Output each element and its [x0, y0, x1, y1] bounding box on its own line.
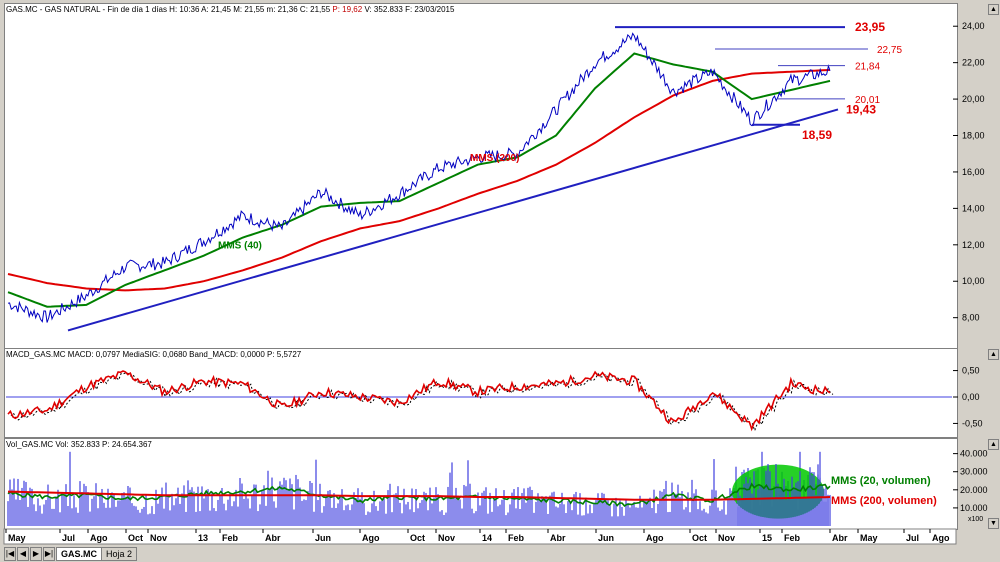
volume-mms200-line — [7, 490, 831, 501]
volume-axis-label: 40.000 — [960, 449, 988, 459]
date-axis-label: 15 — [762, 533, 772, 543]
date-axis-label: Abr — [832, 533, 848, 543]
date-axis-label: May — [860, 533, 878, 543]
macd-pane-up-arrow[interactable]: ▲ — [988, 349, 999, 360]
level-23-95-label: 23,95 — [855, 20, 885, 34]
level-21-84-label: 21,84 — [855, 62, 880, 73]
volume-mms20-label: MMS (20, volumen) — [831, 475, 931, 487]
date-axis-label: Ago — [932, 533, 950, 543]
date-axis-label: Nov — [438, 533, 455, 543]
volume-pane-up-arrow[interactable]: ▲ — [988, 439, 999, 450]
level-18-59-label: 18,59 — [802, 128, 832, 142]
last-sheet-button[interactable]: ▶| — [43, 547, 55, 561]
price-pane — [4, 3, 958, 349]
mms40-line — [7, 52, 831, 308]
price-axis-label: 12,00 — [962, 240, 985, 250]
price-axis-label: 16,00 — [962, 167, 985, 177]
next-sheet-button[interactable]: ▶ — [30, 547, 42, 561]
price-axis-label: 10,00 — [962, 276, 985, 286]
price-header-text: GAS.MC - GAS NATURAL - Fin de día 1 días… — [6, 5, 331, 14]
date-axis-label: Jul — [906, 533, 919, 543]
date-axis-label: Jun — [315, 533, 331, 543]
macd-axis-label: -0,50 — [962, 418, 983, 428]
date-axis-label: Feb — [784, 533, 801, 543]
volume-pane-down-arrow[interactable]: ▼ — [988, 518, 999, 529]
price-header-p: P: 19,62 — [332, 5, 363, 14]
volume-header: Vol_GAS.MC Vol: 352.833 P: 24.654.367 — [6, 440, 152, 449]
macd-axis-label: 0,00 — [962, 392, 980, 402]
price-header-tail: V: 352.833 F: 23/03/2015 — [364, 5, 455, 14]
macd-header: MACD_GAS.MC MACD: 0,0797 MediaSIG: 0,068… — [6, 350, 302, 359]
chart-svg: 24,00 22,00 20,00 18,00 16,00 14,00 12,00 10,00… — [3, 20, 988, 545]
price-pane-up-arrow[interactable]: ▲ — [988, 4, 999, 15]
date-axis-label: 14 — [482, 533, 492, 543]
volume-unit-label: x100 — [968, 516, 983, 523]
date-axis-label: 13 — [198, 533, 208, 543]
tab-hoja-2[interactable]: Hoja 2 — [101, 547, 138, 561]
date-axis-label: Abr — [550, 533, 566, 543]
date-axis-label: Jun — [598, 533, 614, 543]
macd-line — [7, 370, 831, 432]
volume-mms200-label: MMS (200, volumen) — [831, 495, 937, 507]
price-header: GAS.MC - GAS NATURAL - Fin de día 1 días… — [6, 5, 454, 14]
level-22-75-label: 22,75 — [877, 45, 902, 56]
macd-signal-line — [10, 372, 834, 433]
mms200-label: MMS (200) — [470, 153, 519, 164]
date-axis-label: Ago — [646, 533, 664, 543]
date-axis-label: Oct — [128, 533, 143, 543]
date-axis-label: May — [8, 533, 26, 543]
price-axis-label: 24,00 — [962, 21, 985, 31]
macd-axis-label: 0,50 — [962, 366, 980, 376]
price-axis-label: 20,00 — [962, 94, 985, 104]
date-axis-label: Nov — [150, 533, 167, 543]
date-axis-label: Nov — [718, 533, 735, 543]
price-axis-label: 8,00 — [962, 313, 980, 323]
volume-axis-label: 30.000 — [960, 467, 988, 477]
price-axis-label: 22,00 — [962, 58, 985, 68]
first-sheet-button[interactable]: |◀ — [4, 547, 16, 561]
trend-line — [67, 108, 839, 332]
mms200-line — [7, 68, 831, 292]
date-axis-label: Oct — [410, 533, 425, 543]
level-20-01-label: 20,01 — [855, 95, 880, 106]
mms40-label: MMS (40) — [218, 240, 262, 251]
date-axis-label: Feb — [222, 533, 239, 543]
sheet-tab-bar: |◀ ◀ ▶ ▶| GAS.MC Hoja 2 — [0, 545, 1000, 562]
date-axis-label: Abr — [265, 533, 281, 543]
price-axis-label: 18,00 — [962, 131, 985, 141]
date-axis-label: Ago — [362, 533, 380, 543]
date-axis-label: Oct — [692, 533, 707, 543]
level-19-43-label: 19,43 — [846, 102, 876, 116]
date-axis-label: Feb — [508, 533, 525, 543]
date-axis-label: Ago — [90, 533, 108, 543]
price-line — [7, 32, 831, 323]
volume-axis-label: 10.000 — [960, 503, 988, 513]
price-axis-label: 14,00 — [962, 203, 985, 213]
prev-sheet-button[interactable]: ◀ — [17, 547, 29, 561]
volume-axis-label: 20.000 — [960, 485, 988, 495]
date-axis-label: Jul — [62, 533, 75, 543]
tab-gas-mc[interactable]: GAS.MC — [56, 547, 102, 561]
